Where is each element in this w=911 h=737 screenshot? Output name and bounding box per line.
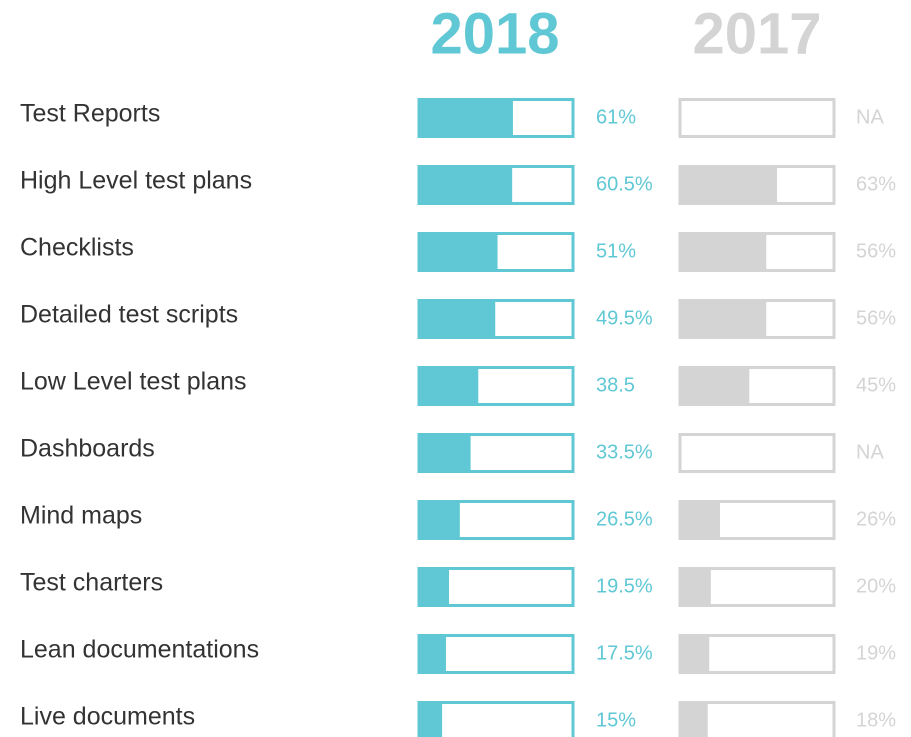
bar-frame — [678, 433, 836, 473]
bar — [680, 635, 710, 673]
value-label: NA — [856, 106, 884, 128]
bar — [419, 367, 479, 405]
category-label: Low Level test plans — [20, 368, 247, 396]
value-label: 61% — [596, 106, 636, 128]
bar-frame — [678, 232, 836, 272]
series-header: 2018 — [430, 1, 559, 66]
bar — [419, 434, 471, 472]
category-label: High Level test plans — [20, 167, 252, 195]
bar — [419, 568, 450, 606]
value-label: 56% — [856, 307, 896, 329]
value-label: 18% — [856, 709, 896, 731]
value-label: 17.5% — [596, 642, 653, 664]
bar — [680, 568, 711, 606]
bar-frame — [678, 701, 836, 737]
bar — [419, 300, 496, 338]
bar-frame — [417, 567, 575, 607]
value-label: 33.5% — [596, 441, 653, 463]
bar-frame — [417, 232, 575, 272]
value-label: 26% — [856, 508, 896, 530]
value-label: 19.5% — [596, 575, 653, 597]
bar — [419, 501, 460, 539]
value-label: 38.5 — [596, 374, 635, 396]
value-label: 19% — [856, 642, 896, 664]
value-label: 26.5% — [596, 508, 653, 530]
value-label: NA — [856, 441, 884, 463]
bar — [680, 300, 767, 338]
bar — [419, 702, 443, 737]
category-label: Checklists — [20, 234, 134, 262]
bar-frame — [678, 634, 836, 674]
category-label: Test Reports — [20, 100, 160, 128]
bar-frame — [417, 433, 575, 473]
bar-frame — [417, 366, 575, 406]
bar — [680, 367, 750, 405]
value-label: 63% — [856, 173, 896, 195]
bar-frame — [417, 98, 575, 138]
bar — [419, 233, 498, 271]
bar — [680, 233, 767, 271]
value-label: 56% — [856, 240, 896, 262]
bar-frame — [678, 366, 836, 406]
bar-frame — [417, 701, 575, 737]
value-label: 60.5% — [596, 173, 653, 195]
value-label: 20% — [856, 575, 896, 597]
bar-frame — [678, 165, 836, 205]
bar — [680, 166, 778, 204]
bar — [680, 702, 708, 737]
bar — [419, 166, 513, 204]
bar-frame — [678, 98, 836, 138]
category-label: Live documents — [20, 703, 195, 731]
bar-frame — [417, 299, 575, 339]
series-header: 2017 — [692, 1, 821, 66]
category-label: Test charters — [20, 569, 163, 597]
value-label: 45% — [856, 374, 896, 396]
bar — [419, 635, 446, 673]
bar-frame — [417, 500, 575, 540]
value-label: 49.5% — [596, 307, 653, 329]
category-label: Dashboards — [20, 435, 155, 463]
bar-frame — [678, 299, 836, 339]
value-label: 15% — [596, 709, 636, 731]
category-label: Detailed test scripts — [20, 301, 238, 329]
bar — [680, 501, 721, 539]
category-label: Lean documentations — [20, 636, 259, 664]
category-label: Mind maps — [20, 502, 142, 530]
bar — [419, 99, 513, 137]
bar-frame — [417, 165, 575, 205]
bar-frame — [678, 500, 836, 540]
bar-frame — [678, 567, 836, 607]
value-label: 51% — [596, 240, 636, 262]
bar-frame — [417, 634, 575, 674]
